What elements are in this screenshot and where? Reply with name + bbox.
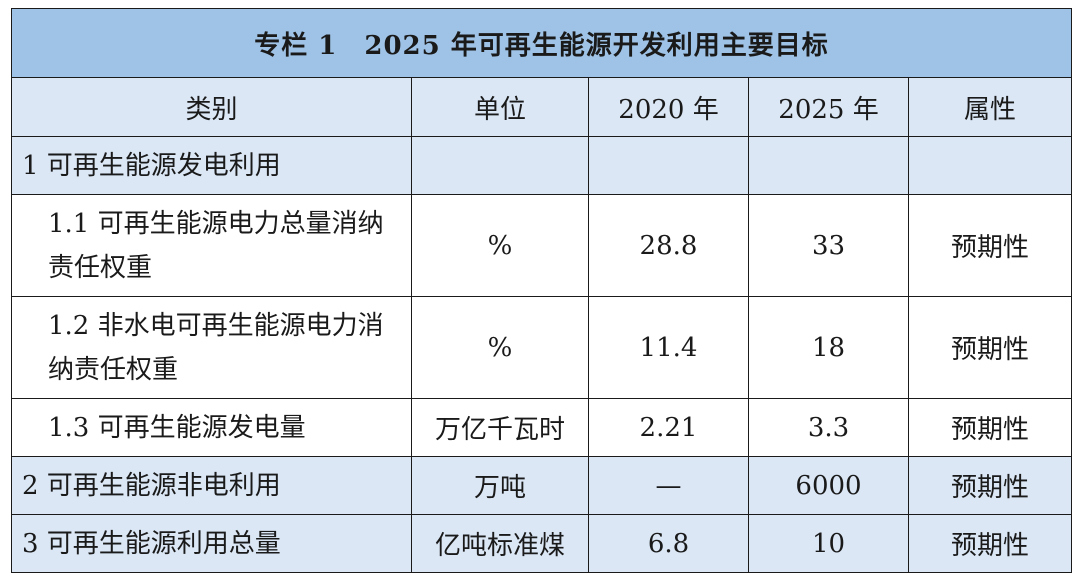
table-title-row: 专栏 1 2025 年可再生能源开发利用主要目标: [10, 8, 1073, 78]
value-2020-cell: 28.8: [588, 194, 749, 297]
attribute-cell: 预期性: [907, 514, 1073, 573]
category-cell: 1 可再生能源发电利用: [11, 136, 412, 195]
table-header-row: 类别 单位 2020 年 2025 年 属性: [11, 77, 1073, 137]
attribute-cell: 预期性: [907, 398, 1073, 457]
value-2025-cell: 33: [748, 194, 909, 297]
header-category: 类别: [11, 77, 412, 137]
value-2025-cell: 6000: [748, 456, 909, 515]
targets-table: 专栏 1 2025 年可再生能源开发利用主要目标 类别 单位 2020 年 20…: [10, 8, 1073, 573]
category-cell: 1.1 可再生能源电力总量消纳责任权重: [11, 194, 412, 297]
attribute-cell: 预期性: [907, 456, 1073, 515]
value-2020-cell: [588, 136, 749, 195]
header-2025: 2025 年: [748, 77, 909, 137]
value-2020-cell: 6.8: [588, 514, 749, 573]
attribute-cell: [907, 136, 1073, 195]
unit-cell: 万吨: [411, 456, 589, 515]
header-2020: 2020 年: [588, 77, 749, 137]
value-2020-cell: —: [588, 456, 749, 515]
table-row: 3 可再生能源利用总量 亿吨标准煤 6.8 10 预期性: [11, 514, 1073, 573]
unit-cell: 万亿千瓦时: [411, 398, 589, 457]
category-cell: 3 可再生能源利用总量: [11, 514, 412, 573]
category-cell: 2 可再生能源非电利用: [11, 456, 412, 515]
value-2020-cell: 11.4: [588, 296, 749, 399]
category-cell: 1.3 可再生能源发电量: [11, 398, 412, 457]
table-row: 1.1 可再生能源电力总量消纳责任权重 % 28.8 33 预期性: [11, 194, 1073, 297]
table-row: 1.3 可再生能源发电量 万亿千瓦时 2.21 3.3 预期性: [11, 398, 1073, 457]
value-2025-cell: [748, 136, 909, 195]
table-row: 1.2 非水电可再生能源电力消纳责任权重 % 11.4 18 预期性: [11, 296, 1073, 399]
attribute-cell: 预期性: [907, 296, 1073, 399]
unit-cell: 亿吨标准煤: [411, 514, 589, 573]
value-2020-cell: 2.21: [588, 398, 749, 457]
unit-cell: %: [411, 194, 589, 297]
value-2025-cell: 18: [748, 296, 909, 399]
header-attribute: 属性: [907, 77, 1073, 137]
unit-cell: %: [411, 296, 589, 399]
table-row: 1 可再生能源发电利用: [11, 136, 1073, 195]
unit-cell: [411, 136, 589, 195]
table-row: 2 可再生能源非电利用 万吨 — 6000 预期性: [11, 456, 1073, 515]
header-unit: 单位: [411, 77, 589, 137]
target-table-panel: 专栏 1 2025 年可再生能源开发利用主要目标 类别 单位 2020 年 20…: [10, 8, 1073, 576]
category-cell: 1.2 非水电可再生能源电力消纳责任权重: [11, 296, 412, 399]
value-2025-cell: 10: [748, 514, 909, 573]
table-title: 专栏 1 2025 年可再生能源开发利用主要目标: [10, 8, 1073, 78]
attribute-cell: 预期性: [907, 194, 1073, 297]
value-2025-cell: 3.3: [748, 398, 909, 457]
